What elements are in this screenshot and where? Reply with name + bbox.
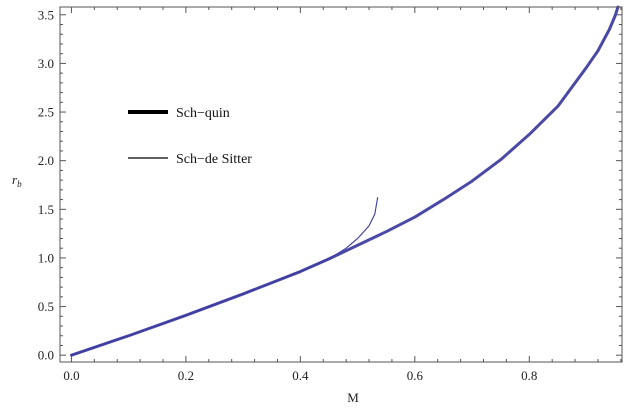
series-line-sch-de-sitter	[70, 197, 379, 356]
y-tick-label: 0.5	[38, 299, 54, 314]
legend-label-sch-quin: Sch−quin	[176, 106, 230, 121]
series-line-sch-quin	[69, 5, 620, 357]
y-tick-label: 3.0	[38, 56, 54, 71]
x-tick-label: 0.4	[292, 368, 309, 383]
legend: Sch−quin Sch−de Sitter	[128, 106, 252, 167]
y-tick-label: 2.5	[38, 105, 54, 120]
y-tick-label: 0.0	[38, 348, 54, 363]
legend-label-sch-de-sitter: Sch−de Sitter	[176, 152, 252, 167]
y-tick-label: 2.0	[38, 153, 54, 168]
y-axis-title-base: r	[12, 172, 18, 187]
series-layer	[69, 5, 620, 357]
x-tick-label: 0.2	[178, 368, 194, 383]
x-tick-label: 0.6	[407, 368, 424, 383]
x-tick-label: 0.8	[521, 368, 537, 383]
plot-frame	[59, 6, 623, 363]
y-axis-title-subscript: b	[17, 179, 22, 189]
y-tick-label: 1.0	[38, 250, 54, 265]
y-tick-label: 1.5	[38, 202, 54, 217]
x-tick-label: 0.0	[63, 368, 79, 383]
ticks-layer: 0.0 0.2 0.4 0.6 0.8 0.0 0.5 1.0 1.5 2.0 2.5 3.0 3.5	[38, 7, 622, 383]
y-tick-label: 3.5	[38, 7, 54, 22]
x-axis-title: M	[347, 390, 359, 405]
y-axis-title: rb	[12, 172, 22, 189]
